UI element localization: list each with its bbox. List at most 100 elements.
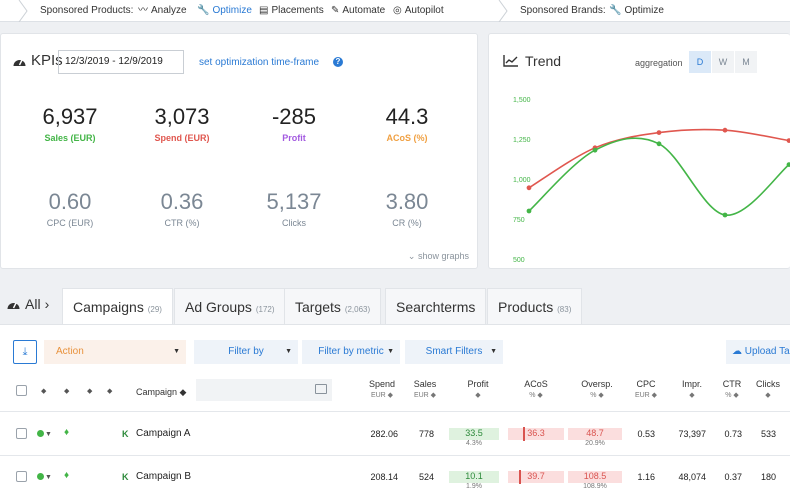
kpi-sales-value: 6,937 (42, 104, 98, 129)
row-checkbox[interactable] (16, 471, 27, 482)
sort-icon[interactable]: ◆ (107, 388, 113, 395)
oversp-value: 108.5 (568, 471, 622, 483)
sort-icon: ◆ (179, 387, 187, 397)
kpi-card: KPIs 12/3/2019 - 12/9/2019 set optimizat… (0, 33, 478, 269)
nav-autopilot[interactable]: ◎ Autopilot (393, 0, 444, 22)
sales-value: 524 (418, 472, 434, 482)
kpi-sales: 6,937 Sales (EUR) (15, 104, 125, 143)
sales-header-label: Sales (413, 379, 437, 389)
profit-value: 10.1 (449, 471, 499, 483)
kpi-clicks-label: Clicks (282, 218, 306, 228)
kpi-cr-value: 3.80 (385, 189, 429, 214)
kpi-profit: -285 Profit (239, 104, 349, 143)
column-header-impr[interactable]: Impr. ◆ (672, 378, 712, 402)
data-point[interactable] (656, 141, 662, 147)
kpi-profit-label: Profit (282, 133, 306, 143)
show-graphs-toggle[interactable]: ⌄ show graphs (408, 251, 469, 262)
kpi-acos-value: 44.3 (385, 104, 429, 129)
data-point[interactable] (526, 185, 532, 191)
nav-optimize-label: Optimize (212, 5, 252, 16)
tab-campaigns[interactable]: Campaigns (29) (62, 288, 173, 325)
status-dot-icon[interactable] (37, 430, 44, 437)
filter-by-metric-dropdown[interactable]: Filter by metric ▼ (302, 340, 400, 364)
caret-down-icon[interactable]: ▼ (45, 431, 52, 438)
kpi-cpc: 0.60 CPC (EUR) (15, 189, 125, 228)
sort-icon[interactable]: ◆ (41, 388, 47, 395)
show-graphs-label: show graphs (417, 251, 469, 261)
date-range-input[interactable]: 12/3/2019 - 12/9/2019 (58, 50, 184, 74)
data-point[interactable] (656, 130, 662, 135)
nav-placements[interactable]: ▤ Placements (259, 0, 324, 22)
sort-icon[interactable]: ◆ (64, 388, 70, 395)
kpi-cr: 3.80 CR (%) (352, 189, 462, 228)
sort-icon[interactable]: ◆ (87, 388, 93, 395)
nav-brands-optimize[interactable]: 🔧 Optimize (609, 0, 664, 22)
all-tab-label: All (25, 296, 41, 312)
sales-value: 778 (418, 429, 434, 439)
autopilot-icon: ◎ (393, 5, 402, 16)
column-header-clicks[interactable]: Clicks ◆ (752, 378, 784, 402)
ctr-unit: % (725, 392, 732, 399)
tab-products-count: (83) (557, 305, 572, 314)
campaign-name-link[interactable]: Campaign A (136, 428, 191, 439)
ctr-value: 0.73 (724, 429, 742, 439)
column-header-oversp[interactable]: Oversp.% ◆ (572, 378, 622, 402)
kpi-cpc-label: CPC (EUR) (46, 218, 94, 228)
aggregation-week-button[interactable]: W (712, 51, 734, 73)
set-timeframe-link[interactable]: set optimization time-frame (199, 57, 320, 68)
column-header-campaign[interactable]: Campaign ◆ (136, 386, 186, 398)
campaign-filter-input[interactable] (196, 379, 332, 401)
trend-line-icon: 〰 (138, 5, 148, 16)
select-all-checkbox[interactable] (16, 385, 27, 396)
wrench-icon: 🔧 (609, 5, 622, 16)
tab-targets[interactable]: Targets (2,063) (284, 288, 382, 324)
data-point[interactable] (722, 127, 728, 133)
filter-by-dropdown[interactable]: Filter by ▼ (194, 340, 298, 364)
trend-title: Trend (503, 53, 561, 69)
column-header-ctr[interactable]: CTR% ◆ (716, 378, 748, 402)
column-header-spend[interactable]: Spend EUR ◆ (360, 378, 404, 402)
spend-unit: EUR (370, 392, 386, 399)
data-point[interactable] (722, 212, 728, 218)
data-point[interactable] (786, 138, 790, 143)
status-dot-icon[interactable] (37, 473, 44, 480)
kpi-clicks: 5,137 Clicks (239, 189, 349, 228)
download-button[interactable]: ⤓ (13, 340, 37, 364)
data-point[interactable] (786, 162, 790, 167)
data-point[interactable] (592, 147, 598, 153)
clicks-value: 180 (760, 472, 776, 482)
nav-optimize[interactable]: 🔧 Optimize (197, 0, 252, 22)
data-point[interactable] (526, 208, 532, 214)
all-tab[interactable]: All › (6, 296, 49, 312)
tab-products[interactable]: Products (83) (487, 288, 583, 324)
help-icon[interactable]: ? (333, 57, 343, 67)
aggregation-day-button[interactable]: D (689, 51, 711, 73)
column-header-acos[interactable]: ACoS% ◆ (512, 378, 560, 402)
filter-by-metric-label: Filter by metric (318, 346, 384, 357)
row-checkbox[interactable] (16, 428, 27, 439)
ctr-value: 0.37 (724, 472, 742, 482)
oversp-unit: % (590, 392, 597, 399)
column-header-profit[interactable]: Profit ◆ (455, 378, 501, 402)
column-header-sales[interactable]: Sales EUR ◆ (404, 378, 446, 402)
action-dropdown[interactable]: Action ▼ (44, 340, 186, 364)
caret-down-icon[interactable]: ▼ (45, 474, 52, 481)
profit-percent: 4.3% (466, 440, 482, 447)
nav-analyze[interactable]: 〰 Analyze (138, 0, 187, 22)
nav-brands-optimize-label: Optimize (624, 5, 664, 16)
clicks-header-label: Clicks (756, 379, 780, 389)
nav-automate[interactable]: ✎ Automate (331, 0, 385, 22)
kpi-cr-label: CR (%) (392, 218, 422, 228)
clicks-value: 533 (760, 429, 776, 439)
campaign-name-link[interactable]: Campaign B (136, 471, 192, 482)
smart-filters-dropdown[interactable]: Smart Filters ▼ (405, 340, 503, 364)
kpi-ctr-value: 0.36 (160, 189, 204, 214)
nav-autopilot-label: Autopilot (404, 5, 444, 16)
profit-percent: 1.9% (466, 483, 482, 490)
tab-searchterms[interactable]: Searchterms (385, 288, 487, 324)
tab-ad-groups[interactable]: Ad Groups (172) (174, 288, 286, 324)
column-header-cpc[interactable]: CPC EUR ◆ (627, 378, 665, 402)
tab-campaigns-label: Campaigns (73, 299, 144, 315)
aggregation-month-button[interactable]: M (735, 51, 757, 73)
upload-button[interactable]: ☁ Upload Ta (726, 340, 790, 364)
